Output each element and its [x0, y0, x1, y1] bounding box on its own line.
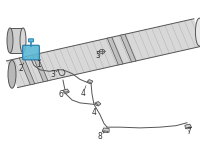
Text: 7: 7 [187, 127, 191, 136]
Text: 1: 1 [37, 60, 41, 69]
Polygon shape [87, 82, 91, 84]
Polygon shape [63, 89, 69, 93]
Ellipse shape [8, 60, 16, 88]
Polygon shape [103, 131, 108, 133]
Polygon shape [87, 80, 93, 84]
Polygon shape [120, 34, 136, 62]
Polygon shape [95, 103, 98, 106]
Polygon shape [32, 54, 48, 82]
Bar [10, 28, 23, 53]
Circle shape [99, 49, 105, 54]
Polygon shape [186, 127, 191, 129]
Ellipse shape [7, 28, 13, 53]
Polygon shape [102, 128, 109, 132]
Polygon shape [107, 37, 123, 65]
Text: 4: 4 [81, 89, 85, 98]
Text: 4: 4 [92, 108, 96, 117]
Polygon shape [95, 102, 101, 106]
Ellipse shape [20, 28, 26, 53]
Text: 2: 2 [19, 64, 23, 73]
Polygon shape [65, 91, 69, 93]
FancyBboxPatch shape [28, 39, 34, 42]
Text: 3: 3 [51, 70, 55, 79]
Text: 8: 8 [98, 132, 102, 141]
Polygon shape [185, 124, 192, 129]
Ellipse shape [195, 18, 200, 46]
Text: 5: 5 [96, 51, 100, 60]
Polygon shape [6, 19, 200, 88]
Text: 6: 6 [59, 90, 63, 99]
FancyBboxPatch shape [23, 45, 39, 60]
Polygon shape [19, 57, 35, 85]
